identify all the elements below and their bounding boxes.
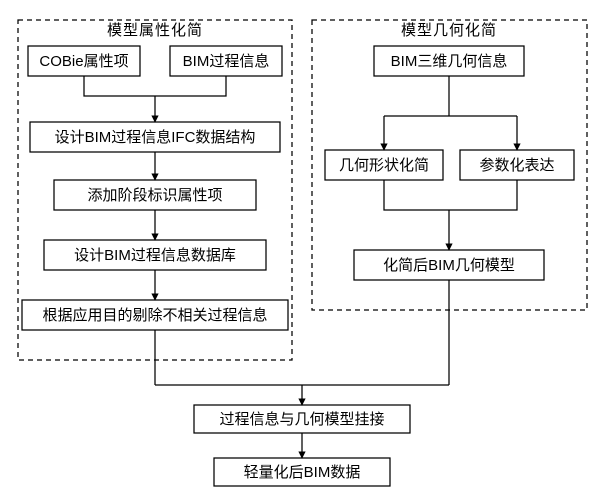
node-r1-label: BIM三维几何信息	[391, 53, 508, 70]
node-l2-label: 设计BIM过程信息IFC数据结构	[55, 129, 256, 146]
edge-r2-merge-bar	[384, 180, 517, 210]
node-b2-label: 轻量化后BIM数据	[244, 464, 361, 481]
edge-l1-merge-bar	[84, 76, 226, 96]
node-l3-label: 添加阶段标识属性项	[87, 187, 222, 204]
node-r3-label: 化简后BIM几何模型	[383, 257, 515, 274]
group-left-title: 模型属性化简	[107, 22, 203, 39]
node-l1a-label: COBie属性项	[39, 53, 128, 70]
node-b1-label: 过程信息与几何模型挂接	[219, 411, 384, 428]
node-l4-label: 设计BIM过程信息数据库	[74, 247, 236, 264]
node-r2a-label: 几何形状化简	[339, 157, 429, 174]
node-r2b-label: 参数化表达	[479, 157, 554, 174]
node-l1b-label: BIM过程信息	[183, 53, 270, 70]
group-right-title: 模型几何化简	[401, 22, 497, 39]
node-l5-label: 根据应用目的剔除不相关过程信息	[42, 306, 267, 324]
